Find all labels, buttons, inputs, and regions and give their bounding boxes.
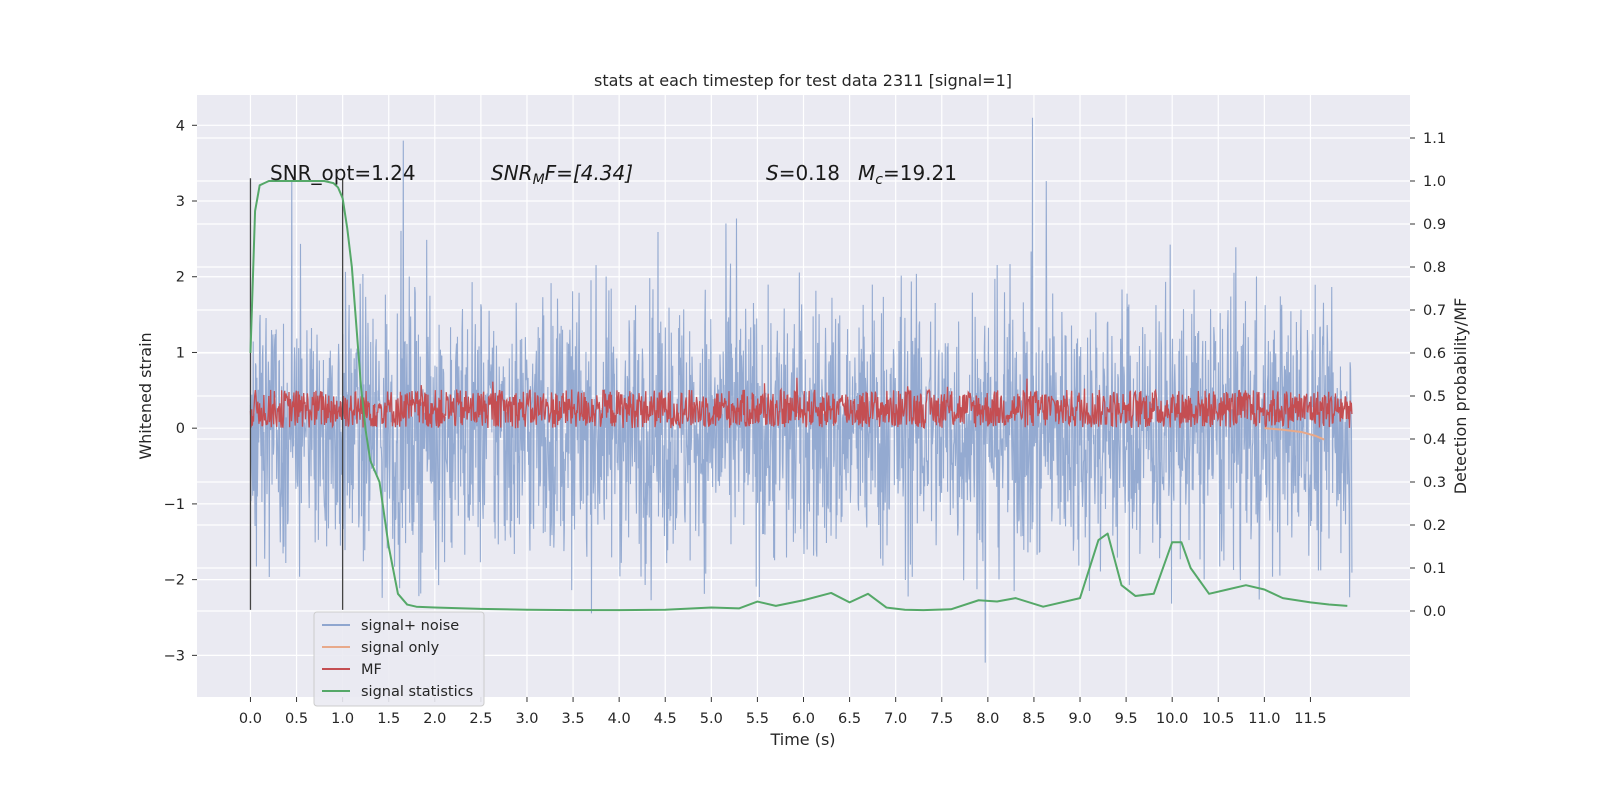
y-tick-label-right: 0.2	[1423, 518, 1446, 534]
x-tick-label: 5.0	[700, 711, 723, 727]
snr-mf-rest: F=[4.34]	[545, 161, 633, 185]
x-tick-label: 11.0	[1248, 711, 1280, 727]
signal-statistics-line	[249, 180, 1348, 612]
x-axis-label: Time (s)	[769, 730, 835, 749]
x-tick-label: 8.0	[976, 711, 999, 727]
y-tick-label-left: 1	[176, 345, 185, 361]
x-tick-label: 3.0	[515, 711, 538, 727]
annotation-s: S=0.18	[766, 161, 840, 185]
y-tick-label-right: 0.6	[1423, 346, 1446, 362]
x-tick-label: 2.0	[423, 711, 446, 727]
legend-box	[313, 611, 485, 707]
y-axis-label-left: Whitened strain	[136, 332, 155, 459]
x-tick-label: 10.5	[1202, 711, 1234, 727]
y-axis-label-right: Detection probability/MF	[1451, 298, 1470, 495]
mf-line	[249, 377, 1353, 430]
y-tick-label-right: 0.7	[1423, 303, 1446, 319]
y-tick-label-left: 2	[176, 270, 185, 286]
y-ticks-left: −3 −2 −1 0 1 2 3 4	[164, 118, 197, 664]
mc-sub: c	[875, 172, 883, 188]
y-tick-label-right: 1.1	[1423, 131, 1446, 147]
y-tick-label-right: 0.1	[1423, 561, 1446, 577]
x-tick-label: 8.5	[1022, 711, 1045, 727]
legend-label-noise: signal+ noise	[361, 618, 459, 634]
y-ticks-right: 0.0 0.1 0.2 0.3 0.4 0.5 0.6 0.7 0.8 0.9 1.0 1.1	[1410, 131, 1446, 620]
x-tick-label: 9.5	[1115, 711, 1138, 727]
signal-noise-series	[249, 117, 1353, 663]
x-tick-label: 4.0	[608, 711, 631, 727]
x-tick-label: 0.0	[239, 711, 262, 727]
s-val: =0.18	[779, 161, 840, 185]
annotation-snr-mf: SNRMF=[4.34]	[491, 161, 633, 188]
x-tick-label: 1.0	[331, 711, 354, 727]
snr-mf-prefix: SNR	[491, 161, 533, 185]
y-tick-label-right: 0.8	[1423, 260, 1446, 276]
y-tick-label-left: 3	[176, 194, 185, 210]
y-tick-label-right: 0.9	[1423, 217, 1446, 233]
y-tick-label-right: 0.3	[1423, 475, 1446, 491]
y-tick-label-right: 0.4	[1423, 432, 1446, 448]
x-tick-label: 1.5	[377, 711, 400, 727]
chart-title: stats at each timestep for test data 231…	[594, 71, 1012, 90]
x-ticks: 0.0 0.5 1.0 1.5 2.0 2.5 3.0 3.5 4.0 4.5 5.0 5.5 6.0 6…	[239, 697, 1327, 727]
y-tick-label-left: −1	[164, 497, 185, 513]
x-tick-label: 2.5	[469, 711, 492, 727]
legend-label-mf: MF	[361, 662, 382, 678]
signal-noise-line	[249, 117, 1353, 663]
legend-label-signal: signal only	[361, 640, 440, 656]
y-tick-label-right: 0.5	[1423, 389, 1446, 405]
x-tick-label: 7.0	[884, 711, 907, 727]
x-tick-label: 11.5	[1294, 711, 1326, 727]
y-tick-label-left: −3	[164, 648, 185, 664]
x-tick-label: 6.0	[792, 711, 815, 727]
signal-only-series	[1264, 427, 1325, 441]
mc-var: M	[858, 161, 875, 185]
mc-val: =19.21	[883, 161, 957, 185]
y-tick-label-right: 0.0	[1423, 604, 1446, 620]
legend: signal+ noise signal only MF signal stat…	[313, 611, 485, 707]
x-tick-label: 3.5	[562, 711, 585, 727]
x-tick-label: 10.0	[1156, 711, 1188, 727]
y-tick-label-left: 4	[176, 118, 185, 134]
mf-series	[249, 377, 1353, 430]
y-tick-label-left: 0	[176, 421, 185, 437]
signal-statistics-series	[249, 180, 1348, 612]
x-tick-label: 6.5	[838, 711, 861, 727]
snr-mf-sub: M	[533, 172, 545, 188]
legend-label-stat: signal statistics	[361, 684, 473, 700]
annotation-snr-opt: SNR_opt=1.24	[270, 161, 416, 185]
y-tick-label-right: 1.0	[1423, 174, 1446, 190]
x-tick-label: 0.5	[285, 711, 308, 727]
x-tick-label: 9.0	[1068, 711, 1091, 727]
x-tick-label: 4.5	[654, 711, 677, 727]
annotation-mc: Mc=19.21	[858, 161, 957, 188]
x-tick-label: 7.5	[930, 711, 953, 727]
x-tick-label: 5.5	[746, 711, 769, 727]
y-tick-label-left: −2	[164, 573, 185, 589]
signal-only-line	[1264, 427, 1325, 441]
vertical-markers	[249, 178, 344, 610]
s-var: S	[766, 161, 779, 185]
